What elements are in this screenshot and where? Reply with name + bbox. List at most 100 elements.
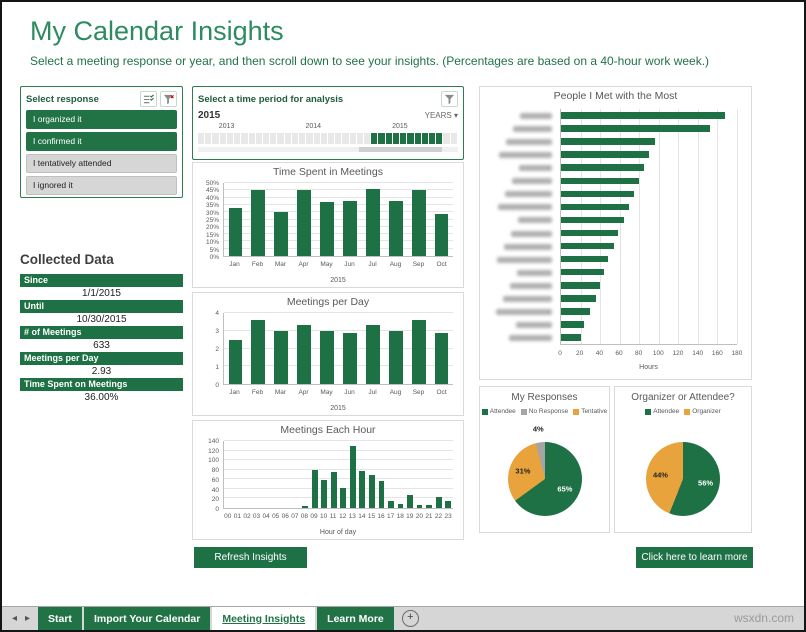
y-tick-label: 140 bbox=[208, 438, 219, 445]
timeline-cell[interactable] bbox=[198, 133, 206, 144]
sheet-nav-left-icon[interactable]: ◂ bbox=[11, 613, 18, 624]
my-responses-pie: 65% 31% 4% bbox=[507, 425, 582, 516]
chevron-down-icon: ▾ bbox=[453, 111, 458, 120]
refresh-insights-button[interactable]: Refresh Insights bbox=[194, 547, 307, 568]
timeline-slicer: Select a time period for analysis 2015 Y… bbox=[192, 86, 464, 160]
response-slicer-items: I organized it I confirmed it I tentativel… bbox=[26, 110, 177, 195]
gridline bbox=[224, 449, 453, 451]
y-tick-label: 5% bbox=[209, 246, 219, 254]
timeline-track[interactable] bbox=[198, 133, 458, 144]
blurred-name-label bbox=[506, 138, 552, 145]
timeline-cell[interactable] bbox=[414, 133, 422, 144]
sheet-tab-import-your-calendar[interactable]: Import Your Calendar bbox=[83, 607, 211, 630]
timeline-cell[interactable] bbox=[400, 133, 408, 144]
time-spent-chart: Time Spent in Meetings 0% 5% 10% 15% 20% 25% 3… bbox=[192, 162, 464, 288]
timeline-scrollbar[interactable] bbox=[198, 147, 458, 152]
timeline-cell[interactable] bbox=[436, 133, 444, 144]
timeline-cell[interactable] bbox=[371, 133, 379, 144]
organizer-attendee-title: Organizer or Attendee? bbox=[631, 392, 735, 403]
bar bbox=[561, 203, 630, 211]
learn-more-button[interactable]: Click here to learn more bbox=[636, 547, 753, 568]
bar bbox=[340, 487, 347, 508]
bar bbox=[434, 332, 449, 384]
timeline-cell[interactable] bbox=[342, 133, 350, 144]
timeline-cell[interactable] bbox=[385, 133, 393, 144]
timeline-level-label: YEARS bbox=[424, 111, 452, 120]
timeline-cell[interactable] bbox=[392, 133, 401, 144]
x-tick-label: 13 bbox=[348, 513, 356, 520]
x-tick-label: Jun bbox=[344, 261, 355, 268]
bar bbox=[561, 112, 726, 119]
response-item-3[interactable]: I tentatively attended bbox=[26, 154, 177, 173]
timeline-cell[interactable] bbox=[356, 133, 365, 144]
timeline-clear-filter-icon[interactable] bbox=[441, 91, 458, 107]
timeline-cell[interactable] bbox=[407, 133, 415, 144]
timeline-cell[interactable] bbox=[364, 133, 372, 144]
timeline-cell[interactable] bbox=[313, 133, 321, 144]
clear-filter-icon[interactable] bbox=[160, 91, 177, 107]
y-tick-label: 50% bbox=[205, 180, 219, 187]
timeline-cell[interactable] bbox=[291, 133, 300, 144]
timeline-cell[interactable] bbox=[219, 133, 227, 144]
gridline bbox=[224, 233, 453, 235]
x-tick-label: Sep bbox=[412, 261, 425, 268]
timeline-cell[interactable] bbox=[450, 133, 458, 144]
timeline-cell[interactable] bbox=[443, 133, 451, 144]
x-tick-label: 40 bbox=[595, 350, 603, 357]
timeline-cell[interactable] bbox=[327, 133, 336, 144]
timeline-cell[interactable] bbox=[234, 133, 242, 144]
bar bbox=[561, 177, 640, 185]
timeline-cell[interactable] bbox=[255, 133, 263, 144]
timeline-cell[interactable] bbox=[205, 133, 213, 144]
response-item-4[interactable]: I ignored it bbox=[26, 176, 177, 195]
timeline-level-dropdown[interactable]: YEARS ▾ bbox=[425, 111, 458, 120]
meetings-each-hour-chart: Meetings Each Hour 0 20 40 60 80 100 120 140 00 0… bbox=[192, 420, 464, 540]
x-tick-label: 06 bbox=[281, 513, 289, 520]
timeline-cell[interactable] bbox=[241, 133, 249, 144]
bar bbox=[321, 480, 328, 508]
bar bbox=[388, 330, 403, 384]
sheet-tab-learn-more[interactable]: Learn More bbox=[317, 607, 394, 630]
timeline-cell[interactable] bbox=[226, 133, 235, 144]
response-item-1[interactable]: I organized it bbox=[26, 110, 177, 129]
response-item-2[interactable]: I confirmed it bbox=[26, 132, 177, 151]
x-tick-label: 15 bbox=[367, 513, 376, 520]
timeline-cell[interactable] bbox=[212, 133, 220, 144]
timeline-cell[interactable] bbox=[277, 133, 285, 144]
y-tick-label: 25% bbox=[205, 217, 219, 224]
timeline-scroll-thumb[interactable] bbox=[359, 147, 443, 152]
pie-slice-label: 56% bbox=[698, 478, 714, 488]
timeline-cell[interactable] bbox=[429, 133, 437, 144]
timeline-cell[interactable] bbox=[320, 133, 328, 144]
page-title: My Calendar Insights bbox=[30, 16, 284, 46]
bar bbox=[561, 242, 614, 250]
my-responses-chart: My Responses Attendee No Response Tentativ… bbox=[479, 386, 610, 533]
legend-item: Organizer bbox=[684, 408, 721, 415]
x-tick-label: Aug bbox=[389, 261, 402, 268]
sheet-tab-start[interactable]: Start bbox=[38, 607, 82, 630]
add-sheet-icon[interactable]: + bbox=[401, 610, 419, 627]
sheet-nav-right-icon[interactable]: ▸ bbox=[24, 613, 31, 624]
timeline-cell[interactable] bbox=[306, 133, 314, 144]
x-tick-label: Apr bbox=[298, 261, 309, 268]
sheet-tabs: Start Import Your Calendar Meeting Insight… bbox=[38, 607, 394, 630]
x-tick-label: 0 bbox=[558, 350, 562, 357]
y-tick-label: 20 bbox=[211, 496, 219, 504]
pie-slice-label: 4% bbox=[532, 424, 544, 434]
timeline-cell[interactable] bbox=[378, 133, 386, 144]
timeline-cell[interactable] bbox=[284, 133, 292, 144]
bar bbox=[365, 325, 380, 384]
multi-select-icon[interactable] bbox=[140, 91, 157, 107]
bar bbox=[343, 200, 357, 256]
timeline-cell[interactable] bbox=[248, 133, 256, 144]
y-tick-label: 15% bbox=[205, 231, 219, 239]
timeline-cell[interactable] bbox=[270, 133, 278, 144]
sheet-tab-meeting-insights[interactable]: Meeting Insights bbox=[212, 607, 316, 630]
timeline-cell[interactable] bbox=[335, 133, 343, 144]
timeline-cell[interactable] bbox=[421, 133, 429, 144]
timeline-cell[interactable] bbox=[349, 133, 357, 144]
timeline-cell[interactable] bbox=[262, 133, 271, 144]
plot-area bbox=[223, 182, 453, 257]
timeline-cell[interactable] bbox=[299, 133, 307, 144]
